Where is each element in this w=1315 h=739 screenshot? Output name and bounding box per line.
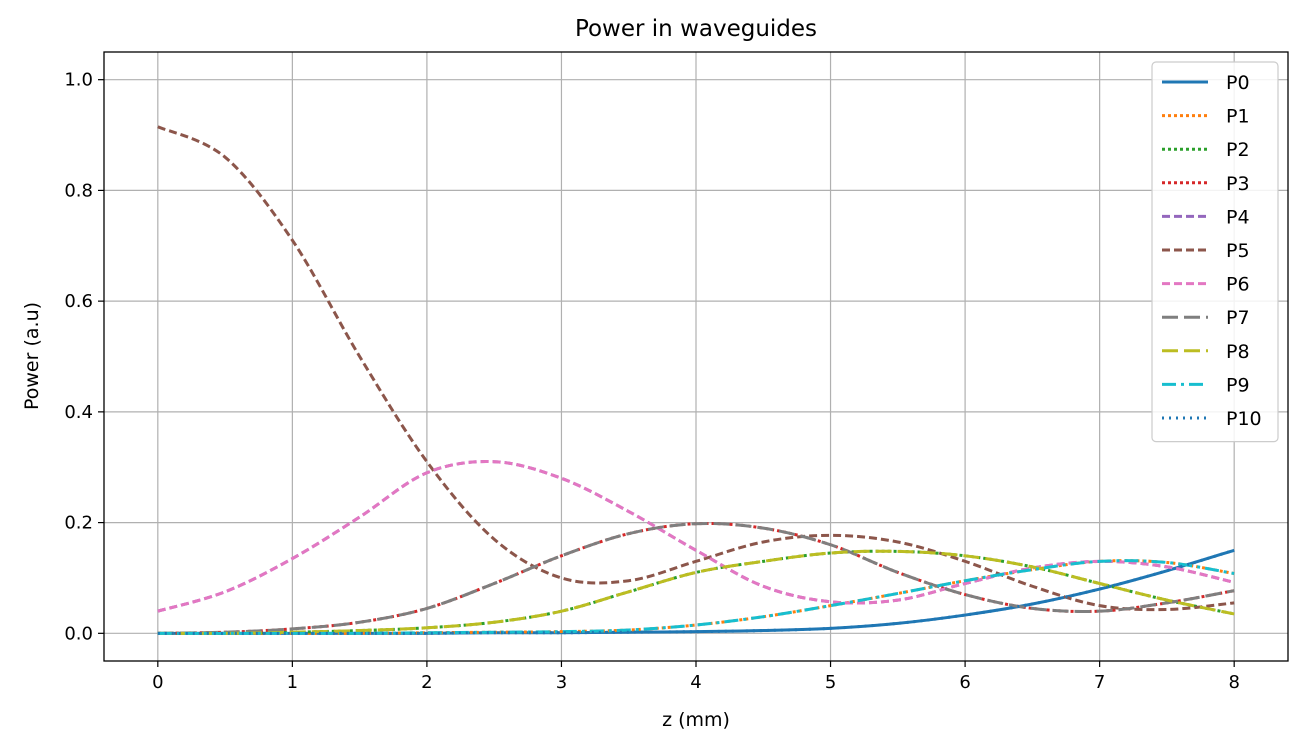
y-axis-label: Power (a.u) xyxy=(21,302,43,410)
legend-label-p0: P0 xyxy=(1226,72,1250,94)
series-line-p7 xyxy=(157,521,1235,635)
series-line-p5 xyxy=(157,125,1235,612)
legend-box xyxy=(1151,61,1279,443)
series-line-p6 xyxy=(157,460,1235,613)
y-tick-label: 0.4 xyxy=(64,402,93,423)
chart-title: Power in waveguides xyxy=(575,16,817,42)
y-tick-label: 0.8 xyxy=(64,180,93,201)
x-tick-label: 4 xyxy=(690,672,701,693)
legend-label-p7: P7 xyxy=(1226,307,1250,329)
x-tick-label: 3 xyxy=(556,672,567,693)
x-axis-label: z (mm) xyxy=(662,709,730,731)
series-layer xyxy=(157,125,1235,635)
x-tick-label: 0 xyxy=(152,672,163,693)
legend-label-p6: P6 xyxy=(1226,274,1250,296)
legend-label-p3: P3 xyxy=(1226,173,1250,195)
series-line-p8 xyxy=(157,549,1235,635)
legend-label-p2: P2 xyxy=(1226,139,1250,161)
legend-label-p9: P9 xyxy=(1226,374,1250,396)
y-axis-ticks: 0.0 0.2 0.4 0.6 0.8 1.0 xyxy=(64,70,104,644)
y-tick-label: 1.0 xyxy=(64,70,93,91)
x-tick-label: 5 xyxy=(825,672,836,693)
legend-label-p5: P5 xyxy=(1226,240,1250,262)
legend-label-p8: P8 xyxy=(1226,341,1250,363)
y-tick-label: 0.6 xyxy=(64,291,93,312)
x-tick-label: 2 xyxy=(421,672,432,693)
legend-label-p1: P1 xyxy=(1226,106,1250,128)
x-tick-label: 6 xyxy=(959,672,970,693)
legend-label-p4: P4 xyxy=(1226,206,1250,228)
legend: P0 P1 P2 P3 P4 P5 P6 P7 P8 P9 P10 xyxy=(1151,61,1279,443)
y-tick-label: 0.2 xyxy=(64,513,93,534)
x-tick-label: 8 xyxy=(1228,672,1239,693)
series-line-p10 xyxy=(157,548,1235,635)
x-axis-ticks: 0 1 2 3 4 5 6 7 8 xyxy=(152,661,1240,693)
x-tick-label: 7 xyxy=(1094,672,1105,693)
legend-label-p10: P10 xyxy=(1226,408,1262,430)
series-line-p9 xyxy=(157,559,1235,635)
y-tick-label: 0.0 xyxy=(64,623,93,644)
x-tick-label: 1 xyxy=(287,672,298,693)
